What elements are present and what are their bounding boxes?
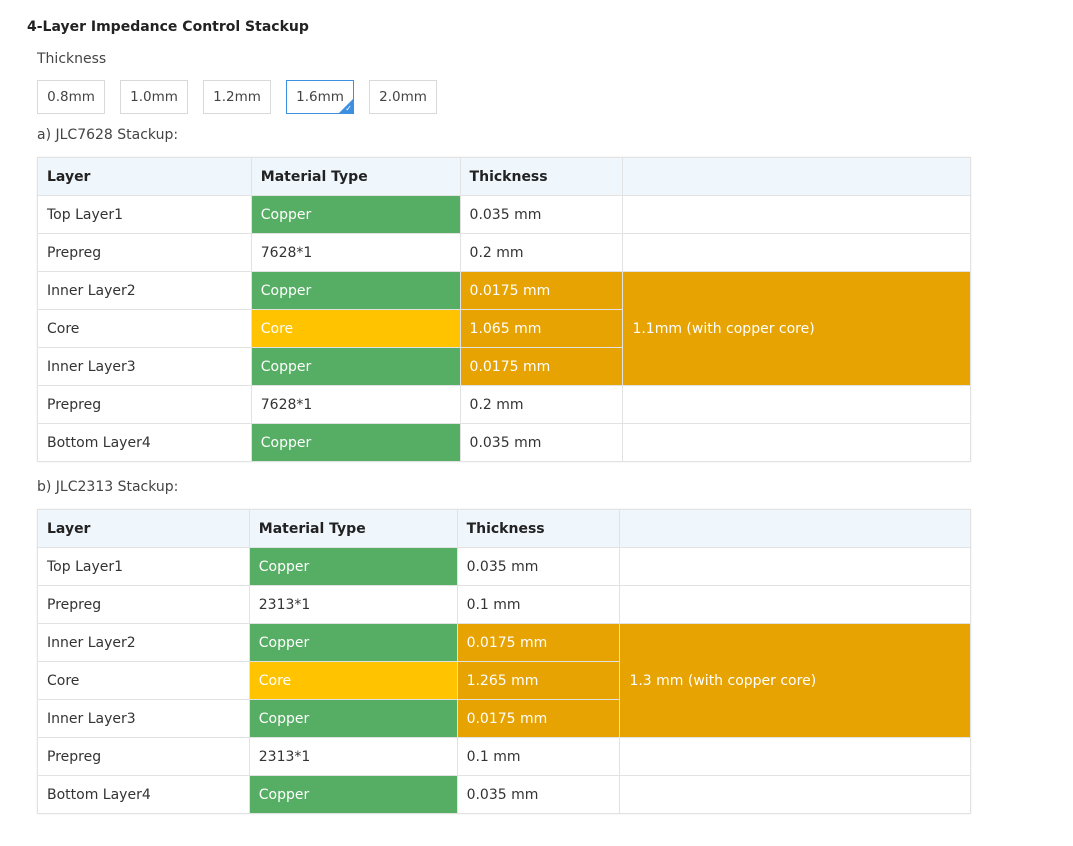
column-header-material: Material Type <box>248 509 458 548</box>
layer-cell: Prepreg <box>37 737 250 776</box>
material-cell: Copper <box>248 547 458 586</box>
thickness-cell: 1.265 mm <box>456 661 621 700</box>
material-cell: Core <box>248 661 458 700</box>
table-row: Inner Layer2 Copper 0.0175 mm 1.3 mm (wi… <box>37 623 971 738</box>
thickness-cell: 0.035 mm <box>459 423 624 462</box>
column-header-material: Material Type <box>250 157 461 196</box>
material-cell: 7628*1 <box>250 233 461 272</box>
thickness-cell: 1.065 mm <box>459 309 624 348</box>
material-cell: Copper <box>248 623 458 662</box>
selected-corner-icon <box>339 99 353 113</box>
layer-cell: Inner Layer3 <box>37 699 250 738</box>
layer-cell: Inner Layer3 <box>37 347 252 386</box>
thickness-cell: 0.1 mm <box>456 585 621 624</box>
stackup-b-label: b) JLC2313 Stackup: <box>37 479 179 495</box>
thickness-option-label: 1.6mm <box>296 89 344 105</box>
column-header-thickness: Thickness <box>459 157 624 196</box>
core-note-cell: 1.3 mm (with copper core) <box>619 623 971 738</box>
note-cell <box>619 585 971 624</box>
table-row: Inner Layer3 Copper 0.0175 mm <box>37 699 971 738</box>
thickness-cell: 0.2 mm <box>459 385 624 424</box>
layer-cell: Prepreg <box>37 233 252 272</box>
thickness-cell: 0.035 mm <box>459 195 624 234</box>
note-cell <box>622 233 971 272</box>
thickness-cell: 0.0175 mm <box>459 347 624 386</box>
note-cell <box>622 195 971 234</box>
thickness-option-label: 1.2mm <box>213 89 261 105</box>
thickness-option-2-0mm[interactable]: 2.0mm <box>369 80 437 114</box>
column-header-thickness: Thickness <box>456 509 621 548</box>
note-cell <box>619 775 971 814</box>
thickness-option-label: 2.0mm <box>379 89 427 105</box>
note-cell <box>622 385 971 424</box>
stackup-a-table: Layer Material Type Thickness Top Layer1… <box>37 157 971 462</box>
material-cell: Copper <box>248 699 458 738</box>
note-cell <box>619 737 971 776</box>
table-header-row: Layer Material Type Thickness <box>37 509 971 548</box>
thickness-cell: 0.035 mm <box>456 775 621 814</box>
table-row: Prepreg 7628*1 0.2 mm <box>37 233 971 272</box>
material-cell: Copper <box>248 775 458 814</box>
layer-cell: Top Layer1 <box>37 547 250 586</box>
layer-cell: Bottom Layer4 <box>37 423 252 462</box>
thickness-label: Thickness <box>37 51 107 67</box>
material-cell: Copper <box>250 271 461 310</box>
thickness-option-1-0mm[interactable]: 1.0mm <box>120 80 188 114</box>
material-cell: Copper <box>250 423 461 462</box>
thickness-option-1-2mm[interactable]: 1.2mm <box>203 80 271 114</box>
column-header-note <box>622 157 971 196</box>
table-row: Prepreg 2313*1 0.1 mm <box>37 585 971 624</box>
table-row: Inner Layer3 Copper 0.0175 mm <box>37 347 971 386</box>
thickness-cell: 0.2 mm <box>459 233 624 272</box>
table-row: Prepreg 2313*1 0.1 mm <box>37 737 971 776</box>
core-note-cell: 1.1mm (with copper core) <box>622 271 971 386</box>
stackup-a-label: a) JLC7628 Stackup: <box>37 127 179 143</box>
table-row: Core Core 1.265 mm <box>37 661 971 700</box>
thickness-cell: 0.0175 mm <box>459 271 624 310</box>
thickness-cell: 0.0175 mm <box>456 623 621 662</box>
material-cell: 2313*1 <box>248 737 458 776</box>
table-row: Core Core 1.065 mm <box>37 309 971 348</box>
note-cell <box>622 423 971 462</box>
table-header-row: Layer Material Type Thickness <box>37 157 971 196</box>
material-cell: 7628*1 <box>250 385 461 424</box>
thickness-cell: 0.1 mm <box>456 737 621 776</box>
material-cell: Copper <box>250 195 461 234</box>
thickness-option-label: 1.0mm <box>130 89 178 105</box>
column-header-layer: Layer <box>37 157 252 196</box>
material-cell: Core <box>250 309 461 348</box>
layer-cell: Prepreg <box>37 385 252 424</box>
layer-cell: Bottom Layer4 <box>37 775 250 814</box>
layer-cell: Top Layer1 <box>37 195 252 234</box>
layer-cell: Core <box>37 309 252 348</box>
layer-cell: Inner Layer2 <box>37 623 250 662</box>
layer-cell: Inner Layer2 <box>37 271 252 310</box>
material-cell: 2313*1 <box>248 585 458 624</box>
column-header-note <box>619 509 971 548</box>
thickness-option-1-6mm[interactable]: 1.6mm ✓ <box>286 80 354 114</box>
table-row: Top Layer1 Copper 0.035 mm <box>37 547 971 586</box>
note-cell <box>619 547 971 586</box>
material-cell: Copper <box>250 347 461 386</box>
column-header-layer: Layer <box>37 509 250 548</box>
layer-cell: Core <box>37 661 250 700</box>
thickness-option-0-8mm[interactable]: 0.8mm <box>37 80 105 114</box>
thickness-option-label: 0.8mm <box>47 89 95 105</box>
thickness-cell: 0.035 mm <box>456 547 621 586</box>
check-icon: ✓ <box>345 104 352 113</box>
stackup-b-table: Layer Material Type Thickness Top Layer1… <box>37 509 971 814</box>
section-title: 4-Layer Impedance Control Stackup <box>27 19 309 35</box>
table-row: Bottom Layer4 Copper 0.035 mm <box>37 423 971 462</box>
thickness-cell: 0.0175 mm <box>456 699 621 738</box>
table-row: Top Layer1 Copper 0.035 mm <box>37 195 971 234</box>
table-row: Inner Layer2 Copper 0.0175 mm 1.1mm (wit… <box>37 271 971 386</box>
table-row: Bottom Layer4 Copper 0.035 mm <box>37 775 971 814</box>
table-row: Prepreg 7628*1 0.2 mm <box>37 385 971 424</box>
layer-cell: Prepreg <box>37 585 250 624</box>
